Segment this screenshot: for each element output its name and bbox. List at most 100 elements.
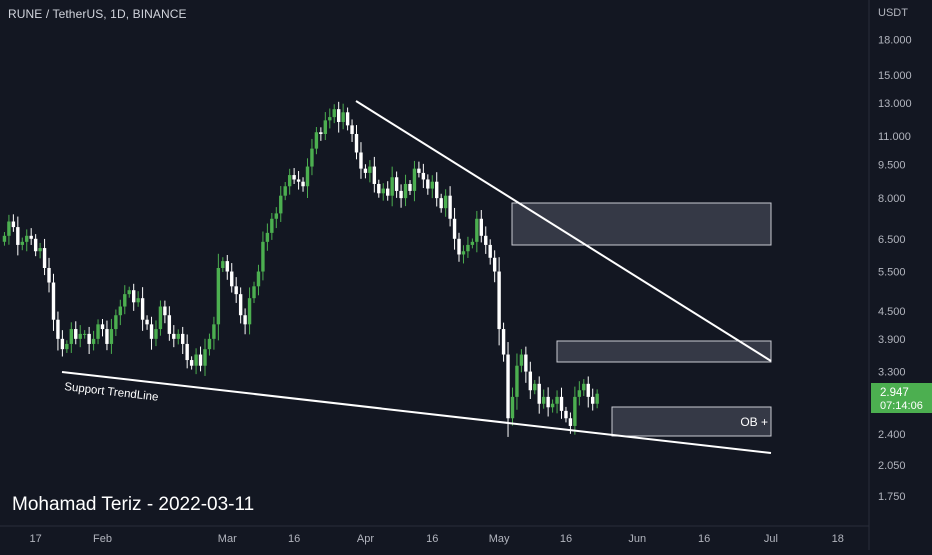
candle-body [207,338,212,350]
y-tick-label: 13.000 [878,98,912,110]
supply-zone-upper[interactable] [511,202,772,246]
candle-body [216,267,221,325]
candle-body [7,221,11,236]
candle-body [158,306,163,330]
x-tick-label: 17 [30,533,42,545]
y-tick-label: 11.000 [878,131,911,143]
x-tick-label: 16 [698,533,710,545]
candle-body [212,324,216,339]
candle-body [243,315,247,325]
zones-layer [511,202,772,437]
candle-body [363,168,368,173]
candle-body [154,329,158,339]
candle-body [91,338,96,344]
candle-body [51,282,56,320]
candle-body [559,396,564,411]
candle-body [60,338,65,350]
x-tick-label: Feb [93,533,112,545]
candle-body [194,354,198,366]
candle-body [403,183,408,199]
candle-body [573,396,577,426]
candle-body [452,218,457,239]
candle-body [100,324,105,330]
candle-body [314,132,319,149]
candle-body [20,241,24,245]
candle-body [78,333,82,339]
candle-body [56,319,60,339]
x-tick-label: Jul [764,533,778,545]
candle-body [2,235,7,242]
candle-body [448,195,452,219]
y-tick-label: 2.400 [878,429,906,441]
x-tick-label: Apr [357,533,374,545]
candle-body [555,396,559,404]
candle-body [25,235,29,242]
candle-body [283,186,287,196]
candle-body [479,218,483,236]
y-tick-label: 3.300 [878,367,906,379]
candle-body [368,166,372,173]
candle-body [386,188,390,196]
x-tick-label: 16 [426,533,438,545]
candle-body [328,117,332,121]
candle-body [537,383,541,404]
candle-body [230,271,234,287]
candle-body [109,329,114,344]
candle-body [11,221,16,228]
candle-body [412,168,417,191]
y-tick-label: 15.000 [878,70,912,82]
candle-body [506,354,510,419]
symbol-title[interactable]: RUNE / TetherUS, 1D, BINANCE [8,7,187,21]
candle-body [577,390,582,397]
candle-body [42,248,47,268]
candle-body [140,298,145,320]
support-trendline[interactable] [61,371,772,454]
candle-body [252,286,256,299]
candle-body [225,261,229,272]
candle-body [332,109,336,118]
candle-body [586,383,590,397]
candle-body [484,235,488,245]
candle-body [510,396,515,419]
candle-body [421,172,426,180]
candle-body [319,132,323,134]
currency-label: USDT [878,7,908,19]
ob-label: OB + [740,415,768,429]
candle-body [501,329,506,355]
candle-body [533,383,537,391]
candle-body [149,324,154,339]
candle-body [394,177,399,191]
trendlines-layer [61,100,772,454]
candle-body [87,333,91,344]
candle-body [221,261,225,268]
order-block-zone[interactable] [611,406,772,437]
candle-body [435,181,439,199]
candle-body [203,349,207,366]
candle-body [256,271,261,287]
candle-body [176,333,180,339]
candle-body [372,166,377,184]
y-tick-label: 2.050 [878,460,906,472]
candle-body [172,333,176,339]
candle-body [595,393,599,404]
candle-body [38,248,42,252]
candle-body [16,227,20,245]
candle-body [488,244,492,258]
candle-body [118,306,123,316]
price-axis[interactable]: 18.000 15.000 13.000 11.000 9.500 8.000 6.500 5… [878,34,912,503]
supply-zone-middle[interactable] [556,340,772,363]
candle-body [198,354,203,366]
candle-body [546,396,550,408]
candle-body [247,298,252,325]
candle-body [417,168,421,173]
resistance-trendline[interactable] [355,100,772,362]
candle-body [323,120,328,134]
time-axis[interactable]: 17 Feb Mar 16 Apr 16 May 16 Jun 16 Jul 18 [30,533,844,545]
x-tick-label: 16 [288,533,300,545]
candle-body [310,148,314,167]
y-tick-label: 4.500 [878,306,906,318]
candle-body [131,290,136,303]
candle-body [185,343,189,361]
